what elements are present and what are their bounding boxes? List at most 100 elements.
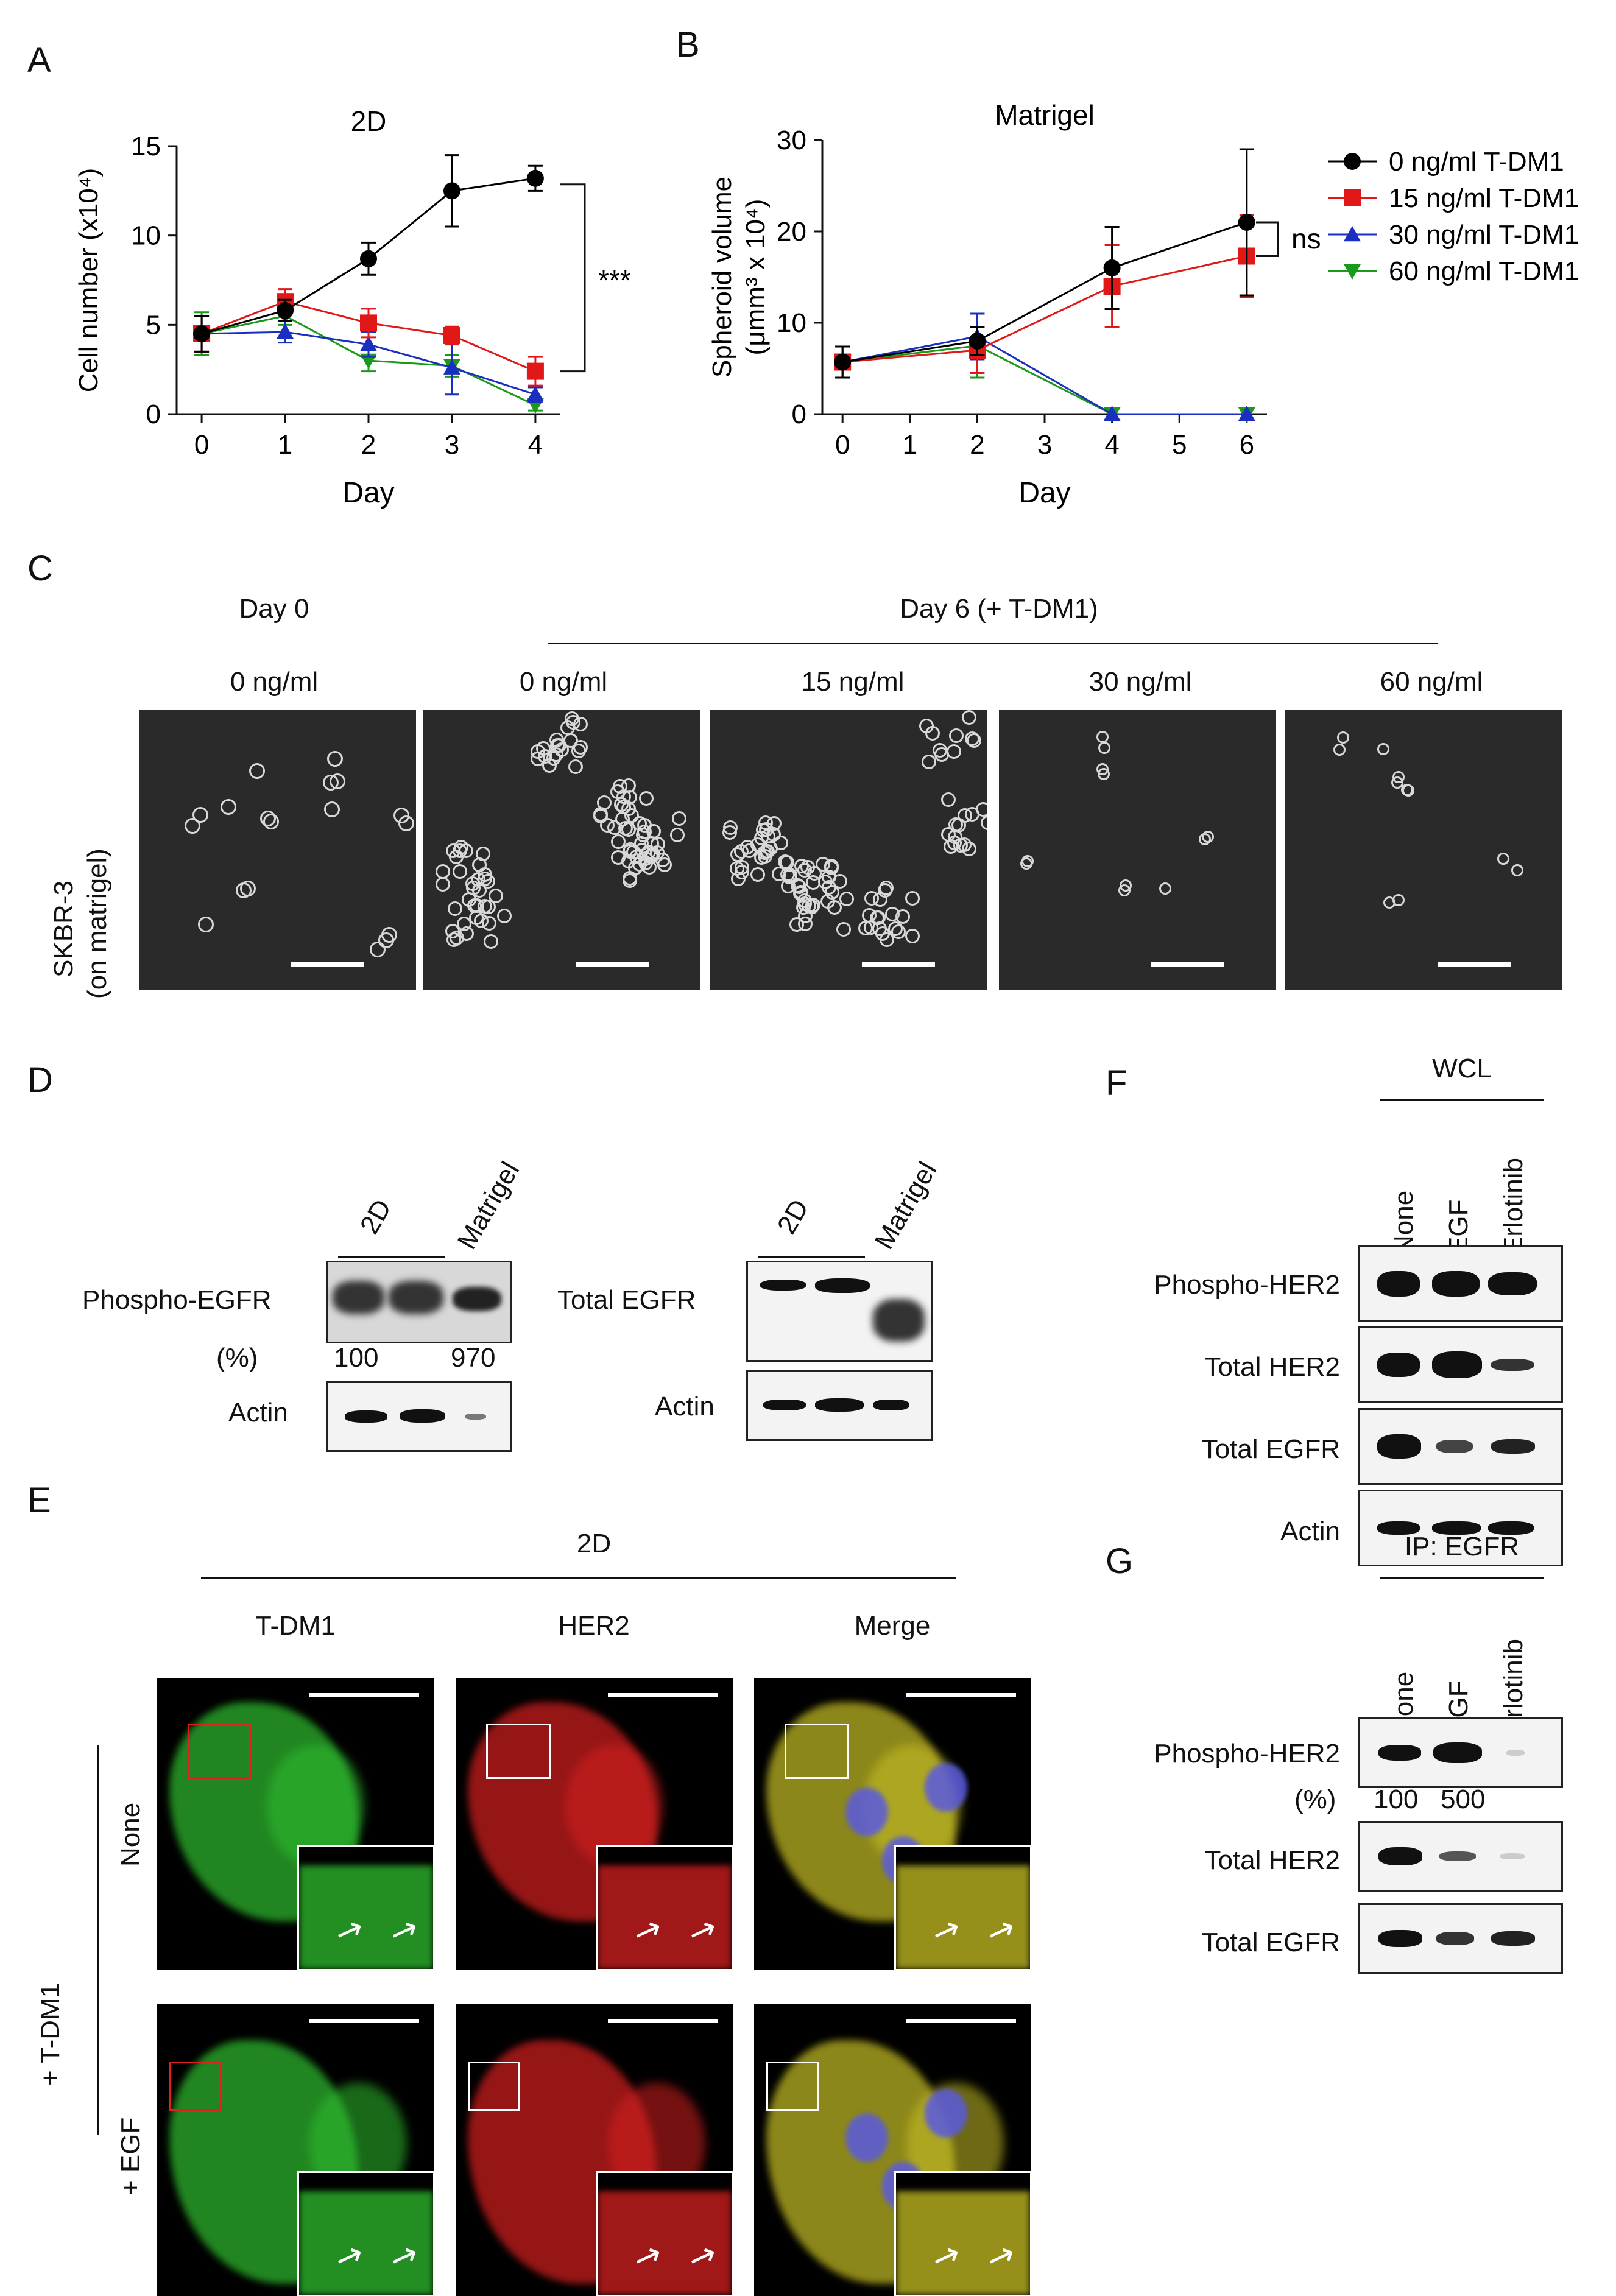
zoom-inset: ↗ ↗	[596, 1845, 733, 1970]
data-point	[443, 359, 460, 375]
g-row-total-her2: Total HER2	[1204, 1845, 1340, 1875]
y-tick-label: 0	[792, 400, 806, 429]
g-row-total-egfr: Total EGFR	[1201, 1928, 1340, 1957]
fluo-image-r1-c2: ↗ ↗	[456, 1678, 733, 1970]
panel-label-b: B	[676, 25, 700, 65]
f-row-total-egfr: Total EGFR	[1201, 1434, 1340, 1464]
micrograph-3	[710, 710, 987, 990]
data-point	[526, 169, 544, 187]
y-tick-label: 10	[777, 308, 806, 338]
zoom-inset: ↗ ↗	[297, 2171, 434, 2296]
g-blot-phospho-her2	[1358, 1717, 1563, 1788]
x-tick-label: 1	[278, 430, 292, 460]
scale-bar	[862, 962, 935, 967]
y-tick-label: 15	[131, 132, 161, 161]
x-axis-label: Day	[1018, 477, 1070, 509]
c-day0-label: Day 0	[239, 594, 309, 624]
g-row-phospho-her2: Phospho-HER2	[1154, 1739, 1340, 1769]
d-percent-matrigel: 970	[451, 1343, 496, 1373]
g-header: IP: EGFR	[1404, 1532, 1520, 1562]
significance-annotation: ***	[598, 264, 631, 296]
e-row-egf: + EGF	[116, 2117, 146, 2196]
legend-label: 30 ng/ml T-DM1	[1389, 220, 1579, 250]
data-point	[526, 386, 544, 401]
e-side-line	[97, 1745, 99, 2135]
scale-bar	[291, 962, 364, 967]
data-point	[969, 333, 986, 350]
y-tick-label: 0	[146, 400, 161, 429]
zoom-inset: ↗ ↗	[894, 1845, 1031, 1970]
zoom-inset: ↗ ↗	[596, 2171, 733, 2296]
c-condition-4: 30 ng/ml	[1089, 667, 1192, 697]
roi-box	[766, 2062, 819, 2111]
y-tick-label: 5	[146, 310, 161, 340]
fluo-image-r1-c3: ↗ ↗	[754, 1678, 1031, 1970]
f-blot-phospho-her2	[1358, 1245, 1563, 1322]
e-row-none: None	[116, 1802, 146, 1867]
micrograph-2	[423, 710, 700, 990]
c-row-label-line2: (on matrigel)	[82, 848, 112, 999]
e-header: 2D	[576, 1529, 612, 1558]
scale-bar	[608, 1693, 718, 1697]
d-col-matrigel-left: Matrigel	[451, 1157, 526, 1255]
d-phospho-egfr-blot	[326, 1261, 512, 1343]
roi-box	[468, 2062, 520, 2111]
e-side-label: + T-DM1	[35, 1982, 65, 2086]
roi-box	[169, 2062, 222, 2111]
chart-a-growth-2d: 0 5 10 15 0 1 2 3 4 2D Day Cell number (x10⁴) ***	[74, 105, 631, 509]
d-percent-2d: 100	[334, 1343, 379, 1373]
x-tick-label: 3	[445, 430, 459, 460]
legend-label: 0 ng/ml T-DM1	[1389, 147, 1564, 177]
legend-label: 15 ng/ml T-DM1	[1389, 183, 1579, 213]
e-header-line	[201, 1577, 956, 1579]
f-header-line	[1380, 1099, 1544, 1101]
d-left-2d-underline	[338, 1256, 445, 1258]
g-blot-total-egfr	[1358, 1903, 1563, 1974]
data-point	[834, 353, 852, 371]
scale-bar	[906, 1693, 1016, 1697]
x-tick-label: 5	[1172, 430, 1187, 460]
panel-label-d: D	[27, 1060, 53, 1100]
significance-bracket	[560, 183, 586, 373]
legend-label: 60 ng/ml T-DM1	[1389, 256, 1579, 286]
y-tick-label: 10	[131, 221, 161, 251]
micrograph-5	[1285, 710, 1562, 990]
e-col-her2: HER2	[558, 1611, 630, 1641]
x-tick-label: 4	[528, 430, 543, 460]
f-blot-actin	[1358, 1490, 1563, 1566]
roi-box	[785, 1724, 849, 1779]
panel-label-f: F	[1106, 1063, 1127, 1103]
x-tick-label: 0	[835, 430, 850, 460]
d-col-2d-right: 2D	[771, 1194, 815, 1239]
data-point	[1103, 406, 1121, 421]
e-col-merge: Merge	[854, 1611, 931, 1641]
x-axis-label: Day	[342, 477, 394, 509]
f-blot-total-her2	[1358, 1326, 1563, 1403]
data-point	[1238, 406, 1255, 421]
roi-box	[188, 1724, 252, 1779]
data-point	[360, 336, 377, 351]
panel-label-g: G	[1106, 1541, 1134, 1581]
f-row-phospho-her2: Phospho-HER2	[1154, 1270, 1340, 1300]
fluo-image-r2-c2: ↗ ↗	[456, 2004, 733, 2296]
x-tick-label: 2	[361, 430, 376, 460]
significance-annotation: ns	[1291, 223, 1321, 255]
scale-bar	[1438, 962, 1511, 967]
g-percent-label: (%)	[1294, 1784, 1336, 1814]
d-phospho-egfr-label: Phospho-EGFR	[82, 1285, 272, 1315]
scale-bar	[906, 2019, 1016, 2023]
legend-marker	[1344, 264, 1361, 280]
series-line	[842, 335, 1247, 415]
chart-b-growth-matrigel: 0 10 20 30 0 1 2 3 4 5 6 Matrigel Day Spheroid volume…	[707, 99, 1579, 509]
d-total-egfr-blot	[746, 1261, 933, 1362]
chart-title: Matrigel	[995, 99, 1095, 131]
c-row-label-line1: SKBR-3	[49, 881, 79, 977]
data-point	[1103, 259, 1121, 276]
fluo-image-r1-c1: ↗ ↗	[157, 1678, 434, 1970]
scale-bar	[309, 2019, 419, 2023]
d-actin-blot-left	[326, 1381, 512, 1452]
d-right-2d-underline	[758, 1256, 865, 1258]
data-point	[360, 250, 377, 267]
data-point	[443, 326, 460, 344]
d-actin-label-left: Actin	[228, 1398, 288, 1428]
